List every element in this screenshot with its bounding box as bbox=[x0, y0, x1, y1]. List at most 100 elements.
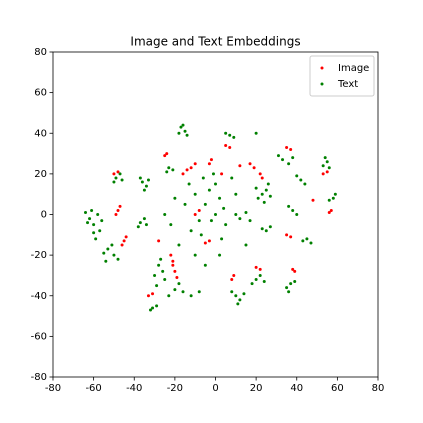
point bbox=[234, 192, 238, 196]
point bbox=[159, 257, 163, 261]
point bbox=[207, 188, 211, 192]
point bbox=[230, 176, 234, 180]
x-tick-label: -40 bbox=[126, 383, 142, 394]
point bbox=[291, 208, 295, 212]
point bbox=[185, 133, 189, 137]
point bbox=[234, 213, 238, 216]
point bbox=[155, 304, 159, 308]
y-tick-label: 20 bbox=[34, 169, 47, 180]
point bbox=[96, 213, 100, 216]
point bbox=[120, 243, 124, 247]
point bbox=[203, 241, 207, 245]
point bbox=[197, 290, 201, 294]
point bbox=[114, 176, 118, 180]
point bbox=[173, 269, 177, 273]
point bbox=[120, 178, 124, 182]
point bbox=[185, 168, 189, 172]
point bbox=[171, 259, 175, 263]
point bbox=[248, 219, 252, 223]
point bbox=[116, 208, 120, 212]
point bbox=[86, 221, 90, 225]
point bbox=[138, 176, 142, 180]
point bbox=[112, 172, 116, 176]
point bbox=[321, 164, 325, 168]
point bbox=[250, 282, 254, 286]
point bbox=[151, 306, 155, 310]
point bbox=[211, 172, 215, 176]
point bbox=[169, 223, 173, 227]
point bbox=[157, 239, 161, 243]
x-tick-label: 20 bbox=[250, 383, 263, 394]
point bbox=[118, 204, 122, 208]
point bbox=[177, 282, 181, 286]
point bbox=[146, 178, 150, 182]
point bbox=[260, 192, 264, 196]
point bbox=[171, 263, 175, 267]
point bbox=[209, 219, 213, 223]
point bbox=[183, 129, 187, 133]
point bbox=[167, 294, 171, 298]
point bbox=[92, 223, 96, 227]
point bbox=[252, 166, 256, 170]
point bbox=[228, 133, 232, 137]
point bbox=[214, 213, 217, 216]
point bbox=[102, 251, 106, 255]
point bbox=[94, 237, 98, 241]
point bbox=[218, 253, 222, 257]
point bbox=[268, 194, 272, 198]
point bbox=[142, 188, 146, 192]
plot-frame bbox=[52, 51, 379, 378]
point bbox=[258, 172, 262, 176]
point bbox=[232, 135, 236, 139]
point bbox=[327, 210, 331, 214]
point bbox=[189, 166, 193, 170]
legend-label: Text bbox=[337, 79, 358, 90]
point bbox=[144, 223, 148, 227]
point bbox=[142, 217, 146, 221]
y-tick-label: 60 bbox=[34, 88, 47, 99]
x-tick-label: 0 bbox=[212, 383, 218, 394]
y-tick-label: 80 bbox=[34, 47, 47, 58]
point bbox=[193, 213, 197, 216]
point bbox=[118, 172, 122, 176]
point bbox=[305, 237, 309, 241]
point bbox=[197, 219, 201, 223]
point bbox=[268, 225, 272, 229]
point bbox=[327, 166, 331, 170]
point bbox=[207, 162, 211, 166]
point bbox=[173, 288, 177, 292]
point bbox=[289, 148, 293, 151]
point bbox=[254, 131, 258, 135]
point bbox=[175, 275, 179, 279]
point bbox=[311, 198, 315, 202]
y-tick-label: -20 bbox=[31, 250, 47, 261]
point bbox=[209, 158, 213, 162]
point bbox=[266, 182, 270, 186]
point bbox=[260, 227, 264, 231]
point bbox=[238, 298, 242, 302]
point bbox=[193, 162, 197, 166]
point bbox=[287, 290, 291, 294]
point bbox=[203, 202, 207, 206]
point bbox=[309, 241, 313, 245]
point bbox=[238, 164, 242, 168]
point bbox=[165, 152, 169, 156]
point bbox=[157, 263, 161, 267]
point bbox=[236, 302, 240, 306]
point bbox=[295, 174, 299, 178]
point bbox=[163, 278, 167, 281]
point bbox=[181, 123, 185, 127]
point bbox=[106, 247, 110, 251]
point bbox=[222, 206, 226, 210]
point bbox=[224, 223, 228, 227]
point bbox=[136, 225, 140, 229]
point bbox=[295, 213, 299, 216]
point bbox=[122, 239, 126, 243]
point bbox=[181, 290, 185, 294]
point bbox=[254, 186, 258, 190]
point bbox=[183, 202, 187, 206]
point bbox=[285, 286, 289, 290]
point bbox=[169, 253, 173, 257]
point bbox=[301, 239, 305, 243]
